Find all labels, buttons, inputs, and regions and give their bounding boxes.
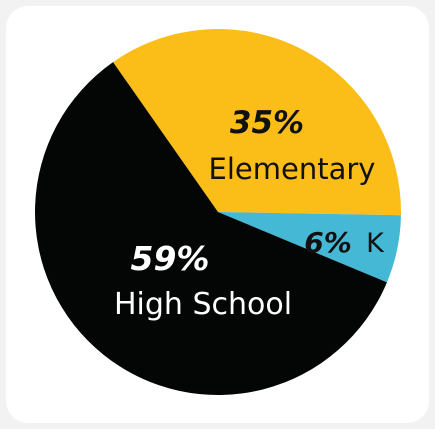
pct-label-high-school: 59% [131,239,210,278]
slice-label-k: K [366,228,385,259]
pct-label-k: 6% [304,226,352,259]
slice-label-elementary: Elementary [209,152,376,186]
pie-slice-k [218,212,401,283]
pie-slice-elementary [113,29,401,216]
pie-slices [35,29,401,396]
slice-label-high-school: High School [114,287,292,322]
pct-label-elementary: 35% [230,105,304,141]
pie-slice-high-school [35,62,387,396]
